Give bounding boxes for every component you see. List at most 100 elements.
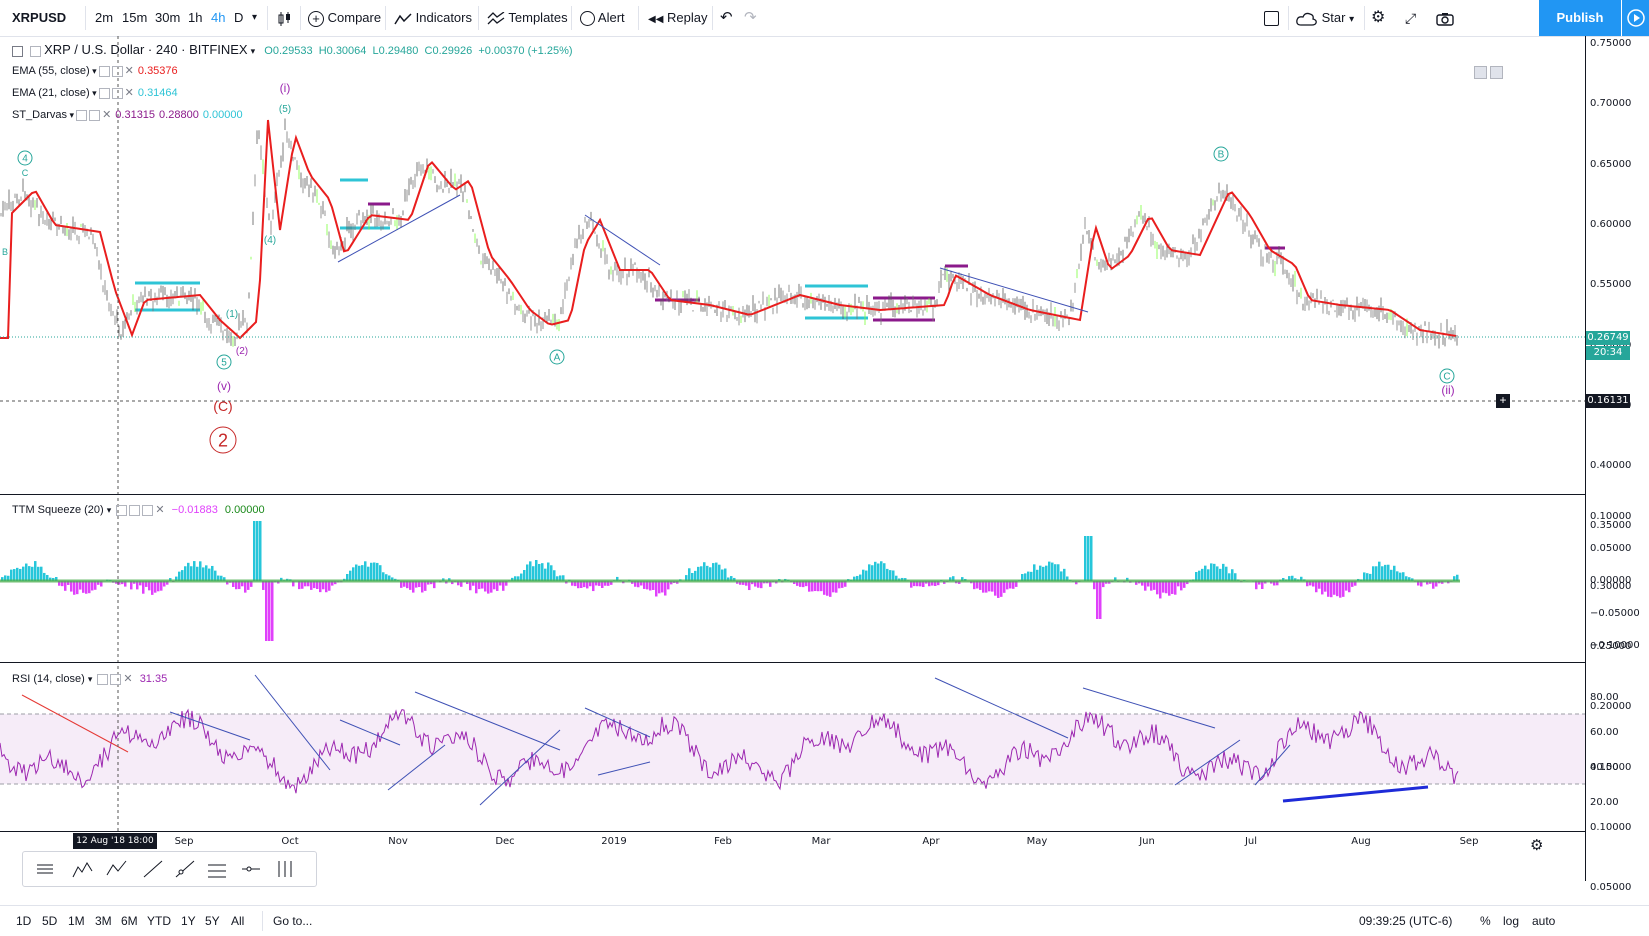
range-1y[interactable]: 1Y bbox=[181, 906, 196, 936]
ttm-bar bbox=[85, 581, 88, 594]
elliott-impulse-icon[interactable] bbox=[71, 857, 95, 881]
ttm-bar bbox=[268, 581, 271, 641]
range-6m[interactable]: 6M bbox=[121, 906, 138, 936]
replay-button[interactable]: ◀◀ Replay bbox=[648, 0, 707, 36]
close-icon[interactable]: ✕ bbox=[125, 87, 134, 99]
auto-toggle[interactable]: auto bbox=[1532, 906, 1555, 936]
ttm-bar bbox=[868, 564, 871, 581]
indicator-legend: EMA (21, close) ▾✕0.31464 bbox=[12, 86, 178, 99]
trend-line[interactable] bbox=[585, 215, 660, 265]
compare-button[interactable]: + Compare bbox=[308, 0, 381, 36]
gear-icon[interactable]: ⚙ bbox=[1371, 0, 1385, 36]
wave-label: B bbox=[2, 247, 8, 257]
undo-icon[interactable]: ↶ bbox=[720, 0, 733, 36]
rsi-band bbox=[0, 714, 1585, 784]
candles-chart-type-icon[interactable] bbox=[276, 0, 292, 36]
alert-button[interactable]: Alert bbox=[580, 0, 625, 36]
ttm-bar bbox=[991, 581, 994, 592]
goto-button[interactable]: Go to... bbox=[273, 906, 312, 936]
ttm-bar bbox=[553, 570, 556, 581]
range-1d[interactable]: 1D bbox=[16, 906, 31, 936]
range-1m[interactable]: 1M bbox=[68, 906, 85, 936]
ttm-bar bbox=[142, 581, 145, 594]
ttm-bar bbox=[82, 581, 85, 593]
ttm-name[interactable]: TTM Squeeze (20) bbox=[12, 504, 104, 516]
chevron-down-icon[interactable]: ▾ bbox=[90, 66, 97, 76]
publish-button[interactable]: Publish bbox=[1539, 0, 1621, 36]
replay-label: Replay bbox=[667, 10, 707, 25]
interval-d[interactable]: D bbox=[234, 0, 243, 36]
range-all[interactable]: All bbox=[231, 906, 244, 936]
time-tick: Sep bbox=[1460, 836, 1479, 847]
wave-label: 2 bbox=[218, 430, 228, 450]
crosshair-plus-icon[interactable]: + bbox=[1496, 394, 1510, 408]
pane-separator[interactable] bbox=[0, 662, 1585, 663]
ttm-bar bbox=[475, 581, 478, 593]
range-5d[interactable]: 5D bbox=[42, 906, 57, 936]
drag-handle-icon[interactable] bbox=[33, 857, 57, 881]
chevron-down-icon[interactable]: ▾ bbox=[251, 46, 256, 56]
ttm-bar bbox=[73, 581, 76, 595]
ttm-bar bbox=[88, 581, 91, 593]
time-axis-gear-icon[interactable]: ⚙ bbox=[1530, 836, 1543, 854]
pane-minimize-icon[interactable] bbox=[1474, 66, 1487, 79]
ttm-bar bbox=[412, 581, 415, 593]
redo-icon[interactable]: ↷ bbox=[744, 0, 757, 36]
symbol-search[interactable]: XRPUSD bbox=[12, 0, 66, 36]
close-icon[interactable]: ✕ bbox=[125, 65, 134, 77]
elliott-correction-icon[interactable] bbox=[105, 857, 129, 881]
price-chart-area[interactable]: 4CB(i)(5)5(v)(C)2(2)(1)(4)ABC(ii) bbox=[0, 36, 1585, 881]
chevron-down-icon[interactable]: ▾ bbox=[90, 88, 97, 98]
interval-1h[interactable]: 1h bbox=[188, 0, 202, 36]
camera-icon[interactable] bbox=[1436, 0, 1454, 36]
chevron-down-icon[interactable]: ▾ bbox=[88, 674, 93, 684]
parallel-channel-icon[interactable] bbox=[205, 857, 229, 881]
interval-2m[interactable]: 2m bbox=[95, 0, 113, 36]
templates-button[interactable]: Templates bbox=[487, 0, 568, 36]
range-ytd[interactable]: YTD bbox=[147, 906, 171, 936]
interval-4h[interactable]: 4h bbox=[211, 0, 225, 36]
pane-separator[interactable] bbox=[0, 494, 1585, 495]
ttm-legend: TTM Squeeze (20) ▾ ✕ −0.01883 0.00000 bbox=[12, 503, 265, 516]
close-icon[interactable]: ✕ bbox=[155, 504, 164, 516]
percent-toggle[interactable]: % bbox=[1480, 906, 1491, 936]
ttm-tick: 0.05000 bbox=[1590, 543, 1631, 554]
indicator-value: 0.00000 bbox=[203, 109, 243, 121]
price-axis-border bbox=[1585, 36, 1586, 881]
chevron-down-icon[interactable]: ▾ bbox=[107, 505, 112, 515]
fullscreen-expand-icon[interactable]: ⤢ bbox=[1405, 0, 1416, 36]
log-toggle[interactable]: log bbox=[1503, 906, 1519, 936]
interval-dropdown-icon[interactable]: ▾ bbox=[252, 0, 257, 36]
trend-line[interactable] bbox=[1283, 787, 1428, 801]
trend-line[interactable] bbox=[940, 268, 1088, 312]
clock[interactable]: 09:39:25 (UTC-6) bbox=[1359, 906, 1452, 936]
ttm-bar bbox=[379, 565, 382, 581]
fullscreen-square-icon[interactable] bbox=[1264, 0, 1279, 36]
ttm-tick: −0.10000 bbox=[1590, 640, 1640, 651]
close-icon[interactable]: ✕ bbox=[102, 109, 111, 121]
trend-line-icon[interactable] bbox=[141, 857, 165, 881]
collapse-legend-icon[interactable] bbox=[12, 46, 23, 57]
ttm-bar bbox=[367, 567, 370, 581]
watchlist-star-button[interactable]: Star ▾ bbox=[1296, 0, 1354, 36]
pane-maximize-icon[interactable] bbox=[1490, 66, 1503, 79]
interval-15m[interactable]: 15m bbox=[122, 0, 147, 36]
chevron-down-icon[interactable]: ▾ bbox=[67, 110, 74, 120]
interval-30m[interactable]: 30m bbox=[155, 0, 180, 36]
ttm-bar bbox=[709, 567, 712, 581]
ray-icon[interactable] bbox=[173, 857, 197, 881]
indicator-name[interactable]: EMA (21, close) bbox=[12, 87, 90, 99]
range-5y[interactable]: 5Y bbox=[205, 906, 220, 936]
ttm-bar bbox=[151, 581, 154, 595]
ttm-bar bbox=[985, 581, 988, 593]
play-button[interactable] bbox=[1621, 0, 1649, 36]
indicator-name[interactable]: EMA (55, close) bbox=[12, 65, 90, 77]
indicators-button[interactable]: Indicators bbox=[394, 0, 472, 36]
horizontal-ray-icon[interactable] bbox=[239, 857, 263, 881]
range-3m[interactable]: 3M bbox=[95, 906, 112, 936]
vertical-lines-icon[interactable] bbox=[273, 857, 297, 881]
ttm-bar bbox=[1393, 566, 1396, 581]
rsi-name[interactable]: RSI (14, close) bbox=[12, 673, 85, 685]
close-icon[interactable]: ✕ bbox=[123, 673, 132, 685]
indicator-name[interactable]: ST_Darvas bbox=[12, 109, 67, 121]
